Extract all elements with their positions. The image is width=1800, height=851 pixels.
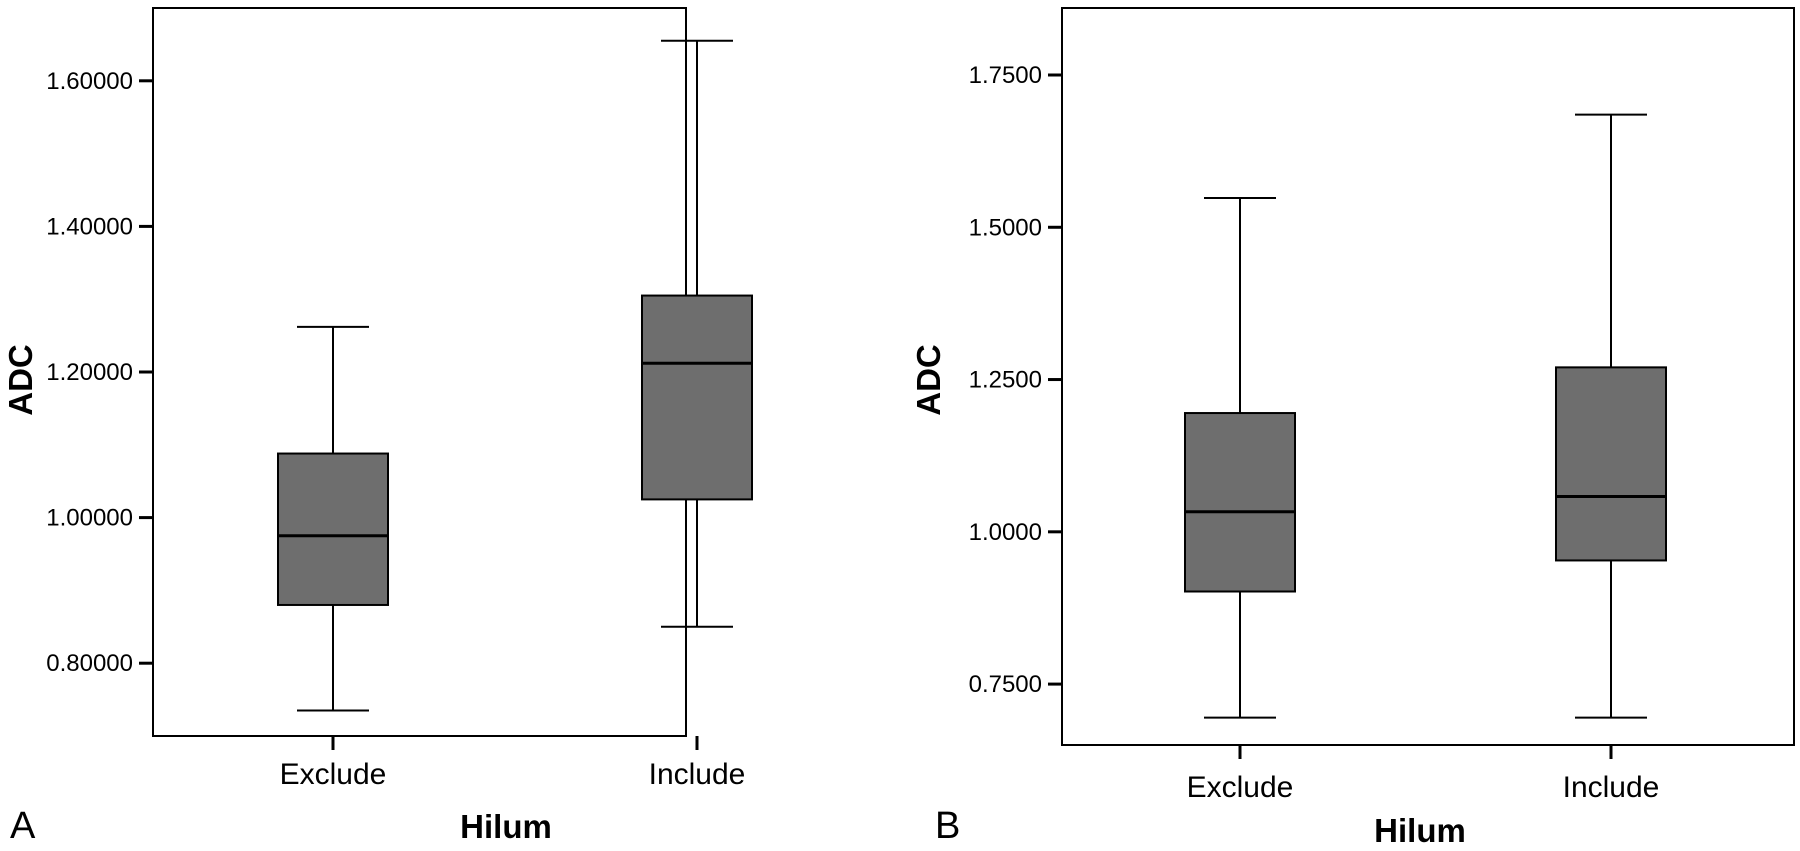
x-tick-label-exclude: Exclude — [280, 758, 387, 791]
iqr-box — [641, 294, 753, 501]
y-tick-label: 1.60000 — [46, 68, 133, 95]
x-tick-label-exclude: Exclude — [1187, 771, 1294, 804]
x-axis-title: Hilum — [460, 808, 552, 845]
y-tick-label: 1.20000 — [46, 359, 133, 386]
y-axis-title: ADC — [910, 344, 947, 416]
panel-a: 0.80000 1.00000 1.20000 1.40000 1.60000 Exclu… — [2, 7, 753, 847]
y-tick-label: 1.0000 — [969, 519, 1042, 546]
iqr-box — [1184, 412, 1296, 593]
box-exclude — [1184, 197, 1296, 719]
box-include — [1555, 113, 1667, 719]
iqr-box — [277, 452, 389, 606]
y-tick-label: 1.2500 — [969, 367, 1042, 394]
x-tick-label-include: Include — [649, 758, 746, 791]
y-tick-label: 1.40000 — [46, 213, 133, 240]
y-tick-label: 0.80000 — [46, 650, 133, 677]
panel-label: B — [935, 805, 960, 847]
y-tick-label: 1.7500 — [969, 62, 1042, 89]
y-axis-title: ADC — [2, 344, 39, 416]
panel-b: 0.7500 1.0000 1.2500 1.5000 1.7500 Exclude Inc… — [910, 7, 1795, 849]
plot-frame — [152, 7, 687, 737]
iqr-box — [1555, 366, 1667, 562]
y-tick-label: 0.7500 — [969, 671, 1042, 698]
y-tick-label: 1.00000 — [46, 505, 133, 532]
panel-label: A — [10, 805, 36, 847]
x-axis-title: Hilum — [1374, 812, 1466, 849]
x-tick-label-include: Include — [1563, 771, 1660, 804]
y-tick-label: 1.5000 — [969, 214, 1042, 241]
box-include — [641, 39, 753, 628]
plot-frame — [1061, 7, 1795, 746]
box-exclude — [277, 325, 389, 712]
